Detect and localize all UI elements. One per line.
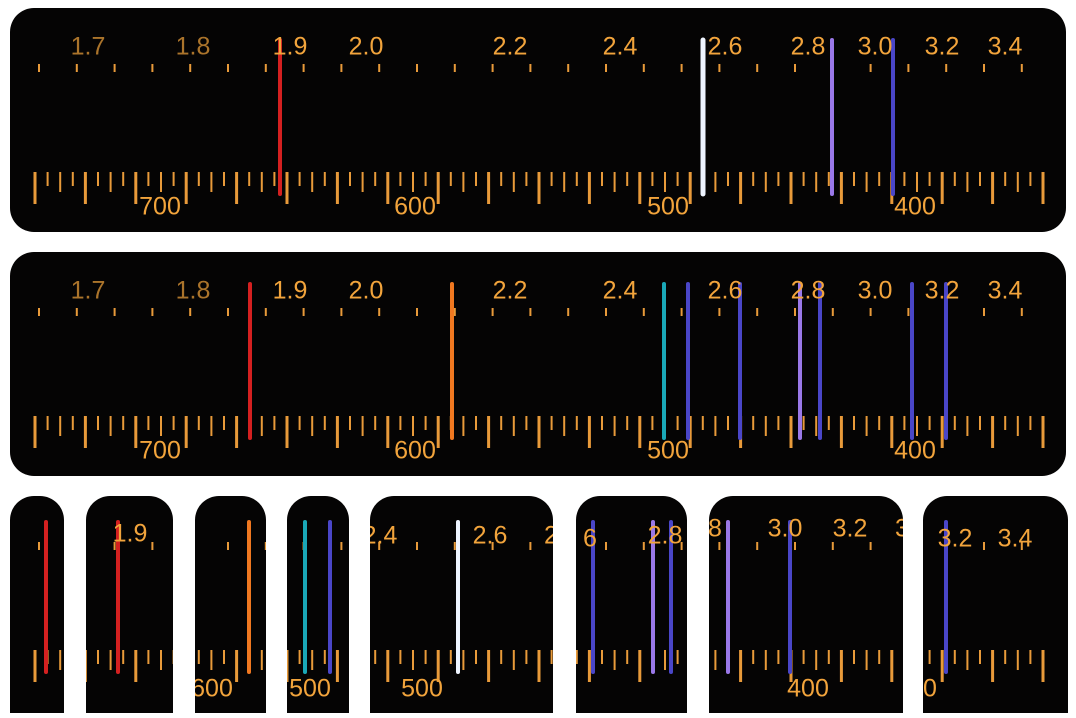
energy-label: 2.2 [493,277,528,305]
crop-label: 600 [191,675,233,703]
energy-label: 2.0 [349,33,384,61]
crop-label: 3.2 [938,525,973,553]
energy-label: 3.2 [925,277,960,305]
spectrum-panel: 1.9 [85,496,173,713]
crop-label: 1.9 [113,520,148,548]
energy-label: 2.2 [493,33,528,61]
wavelength-label: 700 [139,437,181,465]
crop-label: 6 [583,525,597,553]
spectrum-panel: 500 [287,496,350,713]
energy-label: 2.6 [708,277,743,305]
spectrum-panel [10,496,64,713]
spectra-figure: 1.7 1.8 1.9 2.0 2.2 2.4 2.6 2.8 3.0 3.2 3.4 700 600 5… [0,0,1076,713]
wavelength-label: 400 [894,437,936,465]
energy-label: 2.8 [791,277,826,305]
crop-label: 2.4 [363,522,398,550]
energy-label: 1.7 [71,277,106,305]
energy-label: 1.9 [273,277,308,305]
crop-label: 3 [895,515,909,543]
energy-label: 3.4 [988,277,1023,305]
spectrum-panel: 3.2 3.4 0 [923,496,1068,713]
energy-label: 3.4 [988,33,1023,61]
spectrum-panel: 8 3.0 3.2 3 400 [708,496,909,713]
energy-label: 2.8 [791,33,826,61]
crop-label: 2 [544,522,558,550]
energy-label: 3.0 [858,33,893,61]
energy-label: 1.8 [176,33,211,61]
crop-label: 2.6 [473,522,508,550]
crop-label: 500 [401,675,443,703]
wavelength-label: 500 [647,437,689,465]
energy-label: 3.2 [925,33,960,61]
energy-label: 1.7 [71,33,106,61]
crop-label: 3.4 [998,525,1033,553]
energy-label: 1.8 [176,277,211,305]
wavelength-label: 700 [139,193,181,221]
energy-label: 2.4 [603,33,638,61]
energy-label: 2.0 [349,277,384,305]
spectrum-panel: 2.4 2.6 2 500 [363,496,558,713]
wavelength-label: 600 [394,193,436,221]
spectrum-panel: 600 [191,496,266,713]
spectrum-panel: 1.7 1.8 1.9 2.0 2.2 2.4 2.6 2.8 3.0 3.2 3.4 700 600 5… [10,8,1066,232]
crop-label: 400 [787,675,829,703]
wavelength-label: 600 [394,437,436,465]
spectrum-panel: 1.7 1.8 1.9 2.0 2.2 2.4 2.6 2.8 3.0 3.2 3.4 700 600 5… [10,252,1066,476]
crop-label: 0 [923,675,937,703]
energy-label: 3.0 [858,277,893,305]
crop-label: 3.0 [768,515,803,543]
energy-label: 2.6 [708,33,743,61]
wavelength-label: 500 [647,193,689,221]
crop-label: 8 [708,515,722,543]
crop-label: 2.8 [648,522,683,550]
wavelength-label: 400 [894,193,936,221]
energy-label: 1.9 [273,33,308,61]
energy-label: 2.4 [603,277,638,305]
panel-background [10,496,64,713]
crop-label: 3.2 [833,515,868,543]
crop-label: 500 [289,675,331,703]
